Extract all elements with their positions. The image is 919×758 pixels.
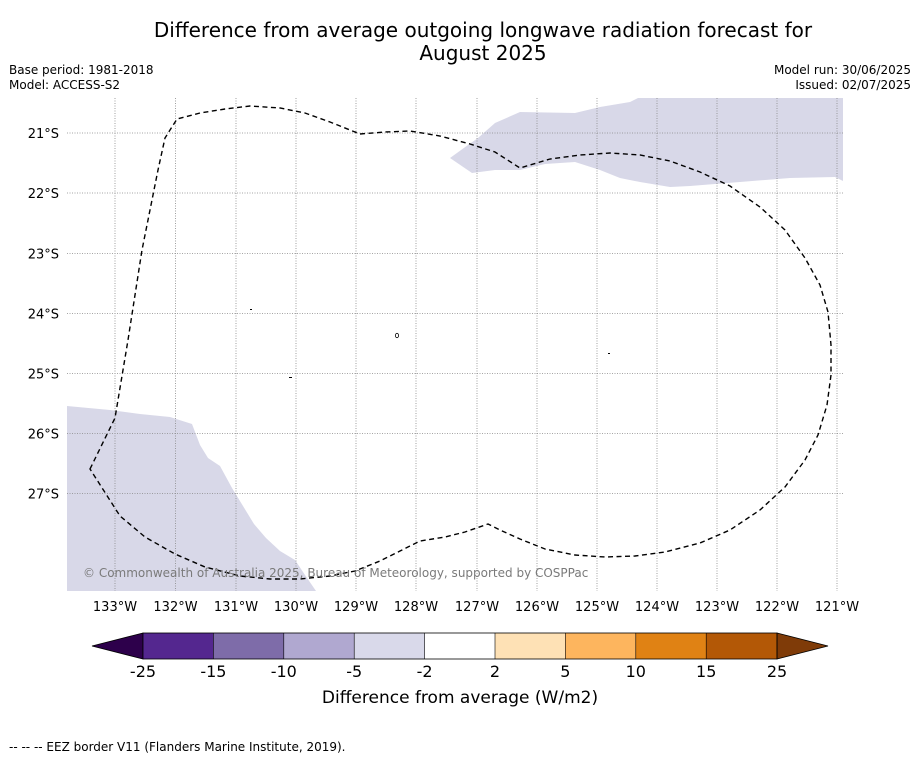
longitude-gridlines (114, 98, 838, 591)
colorbar-bin (635, 633, 707, 659)
colorbar-title: Difference from average (W/m2) (322, 688, 598, 708)
island-marker-3 (608, 353, 610, 354)
lon-label: 124°W (635, 600, 679, 615)
latitude-gridlines (67, 132, 843, 494)
colorbar-tick-label: -15 (200, 662, 226, 681)
colorbar-bin (565, 633, 636, 659)
lat-label: 24°S (28, 308, 59, 323)
colorbar-tick-label: 2 (490, 662, 500, 681)
lat-label: 23°S (28, 248, 59, 263)
lon-label: 133°W (93, 600, 137, 615)
lon-label: 122°W (755, 600, 799, 615)
copyright-notice: © Commonwealth of Australia 2025, Bureau… (83, 566, 588, 580)
lon-label: 132°W (153, 600, 197, 615)
colorbar-tick-label: -2 (417, 662, 433, 681)
lon-label: 131°W (214, 600, 258, 615)
model-run-text: Model run: 30/06/2025 (773, 63, 911, 77)
lat-label: 22°S (28, 187, 59, 202)
colorbar-tick-label: -25 (130, 662, 156, 681)
colorbar-outline (142, 632, 778, 660)
colorbar-tick-labels: -25 -15 -10 -5 -2 2 5 10 15 25 (130, 662, 787, 681)
anomaly-region-southwest (67, 406, 316, 591)
colorbar-dividers (213, 633, 707, 659)
colorbar-tick-label: 5 (560, 662, 570, 681)
lat-label: 25°S (28, 368, 59, 383)
colorbar-tick-label: 10 (626, 662, 646, 681)
lon-label: 128°W (394, 600, 438, 615)
colorbar-bin (283, 633, 355, 659)
lon-label: 129°W (334, 600, 378, 615)
colorbar-tick-label: -10 (271, 662, 297, 681)
issued-text: Issued: 02/07/2025 (795, 78, 911, 92)
island-marker-1 (250, 309, 252, 310)
eez-border (89, 105, 832, 580)
map-title: Difference from average outgoing longwav… (0, 19, 919, 65)
lon-label: 123°W (695, 600, 739, 615)
island-features (250, 309, 610, 378)
colorbar-bin (143, 633, 214, 659)
left-metadata: Base period: 1981-2018 Model: ACCESS-S2 (9, 63, 154, 93)
lon-label: 127°W (455, 600, 499, 615)
latitude-labels: 21°S 22°S 23°S 24°S 25°S 26°S 27°S (28, 127, 59, 503)
colorbar-tick-label: -5 (346, 662, 362, 681)
colorbar-bin (706, 633, 777, 659)
colorbar-over-arrow (776, 632, 829, 660)
colorbar-bin (354, 633, 425, 659)
colorbar-bin (424, 633, 495, 659)
right-metadata: Model run: 30/06/2025 Issued: 02/07/2025 (774, 63, 911, 93)
lon-label: 130°W (274, 600, 318, 615)
island-marker-4 (394, 332, 399, 339)
base-period-text: Base period: 1981-2018 (9, 63, 154, 77)
colorbar-bin (495, 633, 566, 659)
lon-label: 126°W (515, 600, 559, 615)
model-text: Model: ACCESS-S2 (9, 78, 121, 92)
lon-label: 121°W (815, 600, 859, 615)
eez-footnote: -- -- -- EEZ border V11 (Flanders Marine… (9, 740, 346, 754)
colorbar-tick-label: 15 (696, 662, 716, 681)
colorbar-tick-label: 25 (767, 662, 787, 681)
anomaly-region-northeast (450, 98, 843, 187)
lat-label: 26°S (28, 428, 59, 443)
colorbar: -25 -15 -10 -5 -2 2 5 10 15 25 Differenc… (91, 632, 829, 708)
lat-label: 21°S (28, 127, 59, 142)
longitude-labels: 133°W 132°W 131°W 130°W 129°W 128°W 127°… (93, 600, 859, 615)
island-marker-2 (289, 377, 292, 378)
title-line-1: Difference from average outgoing longwav… (153, 18, 813, 42)
title-line-2: August 2025 (419, 41, 547, 65)
colorbar-bin (213, 633, 284, 659)
colorbar-under-arrow (91, 632, 144, 660)
lon-label: 125°W (575, 600, 619, 615)
map-panel: © Commonwealth of Australia 2025, Bureau… (67, 98, 843, 591)
lat-label: 27°S (28, 488, 59, 503)
